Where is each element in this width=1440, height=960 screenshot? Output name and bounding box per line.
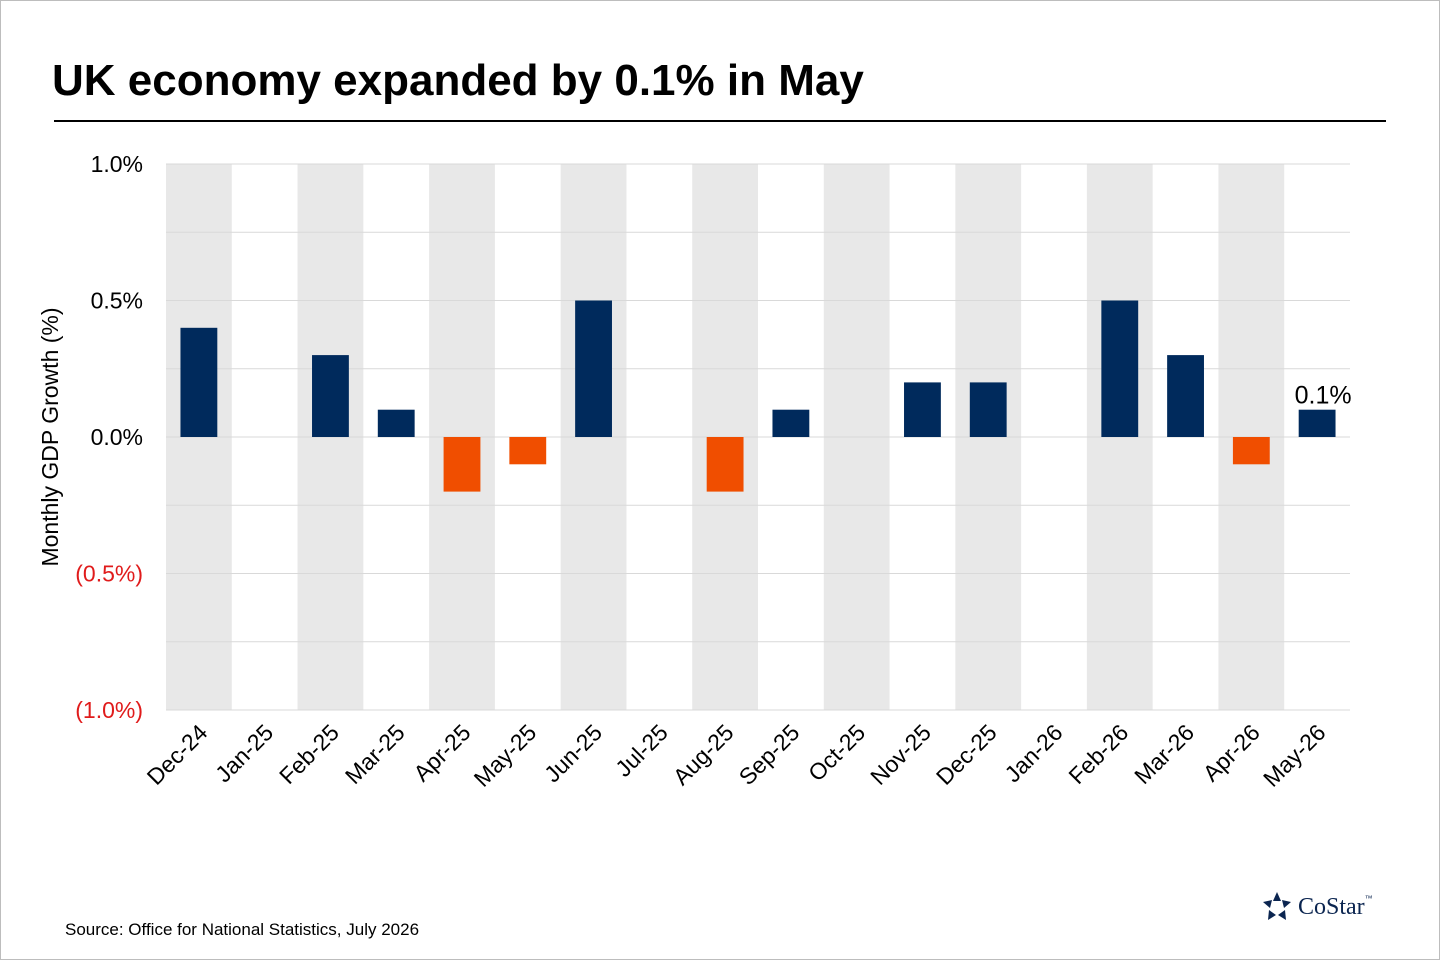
x-tick-label: Apr-25 — [408, 719, 475, 786]
y-tick-label: (0.5%) — [75, 561, 143, 587]
x-tick-label: Apr-26 — [1198, 719, 1265, 786]
bar-mar-26 — [1167, 355, 1204, 437]
bar-sep-25 — [772, 409, 810, 437]
y-tick-label: 0.5% — [91, 288, 143, 314]
bar-may-25 — [509, 437, 547, 465]
x-tick-label: Jan-25 — [210, 719, 278, 787]
bar-dec-25 — [969, 382, 1007, 437]
x-tick-label: Jan-26 — [999, 719, 1067, 787]
y-tick-label: 0.0% — [91, 424, 143, 450]
source-note: Source: Office for National Statistics, … — [65, 920, 420, 939]
page-title: UK economy expanded by 0.1% in May — [52, 56, 864, 105]
y-tick-label: (1.0%) — [75, 697, 143, 723]
bar-feb-26 — [1101, 300, 1139, 437]
x-tick-label: Aug-25 — [668, 719, 739, 790]
x-tick-label: May-25 — [469, 719, 542, 792]
x-tick-label: Dec-24 — [142, 719, 213, 790]
costar-star-icon — [1263, 892, 1291, 920]
x-tick-label: Oct-25 — [803, 719, 870, 786]
x-tick-label: Dec-25 — [931, 719, 1002, 790]
y-axis-title: Monthly GDP Growth (%) — [37, 307, 63, 566]
bar-may-26 — [1298, 409, 1336, 437]
y-tick-label: 1.0% — [91, 151, 143, 177]
data-label: 0.1% — [1295, 382, 1352, 410]
x-tick-label: Nov-25 — [865, 719, 936, 790]
title-divider — [54, 120, 1386, 122]
bar-aug-25 — [706, 437, 744, 492]
bar-feb-25 — [312, 355, 349, 437]
x-tick-label: Mar-26 — [1129, 719, 1199, 789]
x-tick-label: Jun-25 — [539, 719, 607, 787]
x-tick-label: May-26 — [1258, 719, 1331, 792]
bar-apr-25 — [443, 437, 481, 492]
x-tick-label: Sep-25 — [734, 719, 805, 790]
bar-apr-26 — [1232, 437, 1270, 465]
bar-nov-25 — [904, 382, 941, 437]
x-tick-label: Feb-26 — [1063, 719, 1133, 789]
x-tick-label: Jul-25 — [610, 719, 673, 782]
costar-logo: CoStar™ — [1260, 890, 1373, 924]
x-tick-label: Mar-25 — [340, 719, 410, 789]
x-tick-label: Feb-25 — [274, 719, 344, 789]
logo-trademark: ™ — [1364, 893, 1373, 903]
logo-text: CoStar™ — [1298, 893, 1373, 920]
bar-mar-25 — [377, 409, 415, 437]
bar-jun-25 — [575, 300, 612, 437]
bar-dec-24 — [180, 327, 218, 437]
